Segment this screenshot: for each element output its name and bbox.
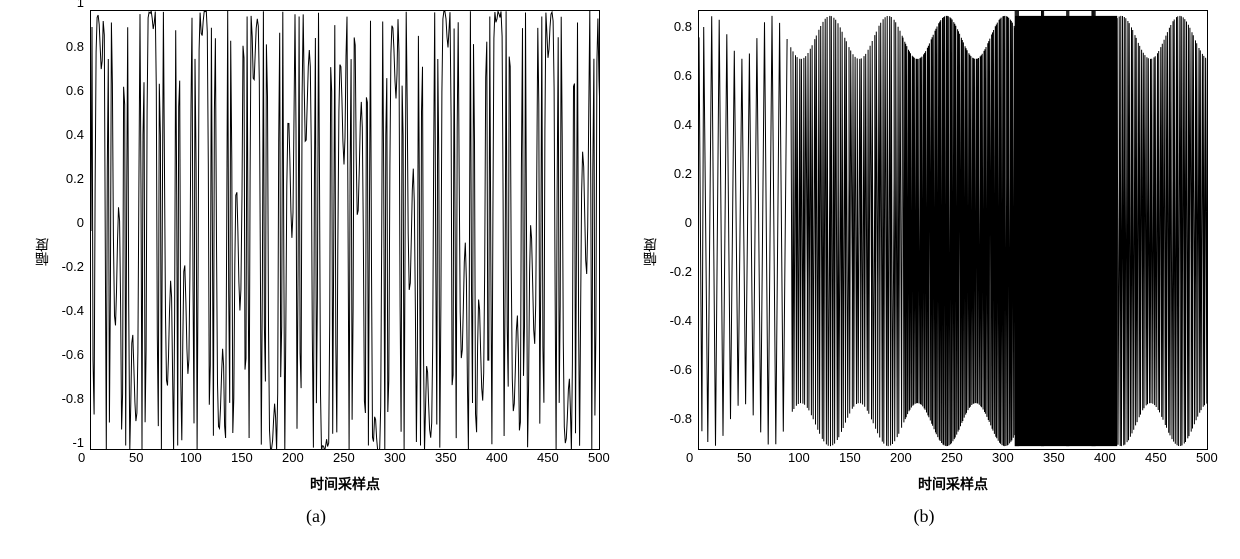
xtick-label: 0 xyxy=(78,450,85,465)
xtick-label: 450 xyxy=(537,450,559,465)
xtick-label: 400 xyxy=(486,450,508,465)
xtick-label: 500 xyxy=(1196,450,1218,465)
xtick-label: 100 xyxy=(788,450,810,465)
xtick-label: 200 xyxy=(282,450,304,465)
xtick-label: 400 xyxy=(1094,450,1116,465)
ylabel-b: 幅度 xyxy=(640,238,660,266)
caption-b: (b) xyxy=(914,506,935,527)
waveform-a xyxy=(91,11,600,450)
xtick-label: 250 xyxy=(333,450,355,465)
figure-container: 幅度 10.80.60.40.20-0.2-0.4-0.6-0.8-1 0 50 1… xyxy=(10,10,1230,527)
xtick-label: 100 xyxy=(180,450,202,465)
xtick-label: 500 xyxy=(588,450,610,465)
chart-box-b xyxy=(698,10,1208,450)
chart-box-a xyxy=(90,10,600,450)
xtick-label: 250 xyxy=(941,450,963,465)
xtick-label: 350 xyxy=(1043,450,1065,465)
xtick-label: 150 xyxy=(839,450,861,465)
xtick-label: 150 xyxy=(231,450,253,465)
x-axis-b: 050100150200250300350400450500 xyxy=(698,450,1208,468)
plot-area-a: 幅度 10.80.60.40.20-0.2-0.4-0.6-0.8-1 0 50 1… xyxy=(32,10,600,494)
subplot-a: 幅度 10.80.60.40.20-0.2-0.4-0.6-0.8-1 0 50 1… xyxy=(32,10,600,527)
xtick-label: 450 xyxy=(1145,450,1167,465)
x-axis-a: 050100150200250300350400450500 xyxy=(90,450,600,468)
y-axis-b: 0.80.60.40.20-0.2-0.4-0.6-0.8 xyxy=(664,10,698,450)
xtick-label: 300 xyxy=(384,450,406,465)
subplot-b: 幅度 0.80.60.40.20-0.2-0.4-0.6-0.8 0 50 100 1… xyxy=(640,10,1208,527)
ylabel-a: 幅度 xyxy=(32,238,52,266)
xtick-label: 300 xyxy=(992,450,1014,465)
xtick-label: 350 xyxy=(435,450,457,465)
xtick-label: 0 xyxy=(686,450,693,465)
xtick-label: 50 xyxy=(129,450,143,465)
xlabel-b: 时间采样点 xyxy=(698,474,1208,494)
xtick-label: 200 xyxy=(890,450,912,465)
caption-a: (a) xyxy=(306,506,326,527)
waveform-b xyxy=(699,11,1208,450)
xlabel-a: 时间采样点 xyxy=(90,474,600,494)
plot-area-b: 幅度 0.80.60.40.20-0.2-0.4-0.6-0.8 0 50 100 1… xyxy=(640,10,1208,494)
y-axis-a: 10.80.60.40.20-0.2-0.4-0.6-0.8-1 xyxy=(56,10,90,450)
xtick-label: 50 xyxy=(737,450,751,465)
